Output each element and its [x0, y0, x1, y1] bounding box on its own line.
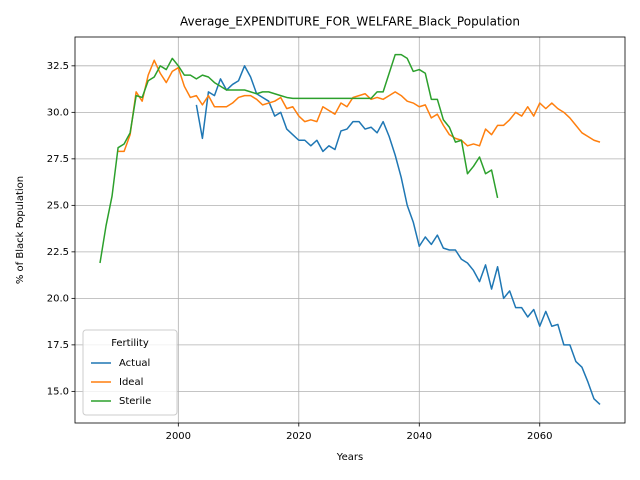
legend-title: Fertility: [111, 338, 149, 349]
y-tick-label: 20.0: [47, 293, 69, 304]
series-line: [118, 59, 601, 153]
x-tick-label: 2040: [407, 431, 432, 442]
x-tick-label: 2020: [286, 431, 311, 442]
legend-label: Ideal: [119, 377, 143, 388]
series-line: [195, 65, 601, 405]
y-tick-label: 32.5: [47, 61, 69, 72]
y-tick-label: 27.5: [47, 154, 69, 165]
y-tick-label: 22.5: [47, 247, 69, 258]
legend-label: Sterile: [119, 396, 151, 407]
plot-frame: [74, 36, 626, 424]
x-axis-label: Years: [336, 452, 363, 463]
x-tick-label: 2000: [166, 431, 191, 442]
y-tick-label: 30.0: [47, 107, 69, 118]
y-tick-label: 15.0: [47, 386, 69, 397]
x-tick-label: 2060: [527, 431, 552, 442]
legend-box: [82, 329, 178, 416]
legend-label: Actual: [119, 358, 150, 369]
y-tick-label: 25.0: [47, 200, 69, 211]
y-axis-label: % of Black Population: [15, 176, 26, 284]
series-line: [99, 53, 499, 264]
y-tick-label: 17.5: [47, 340, 69, 351]
chart-title: Average_EXPENDITURE_FOR_WELFARE_Black_Po…: [180, 15, 520, 29]
